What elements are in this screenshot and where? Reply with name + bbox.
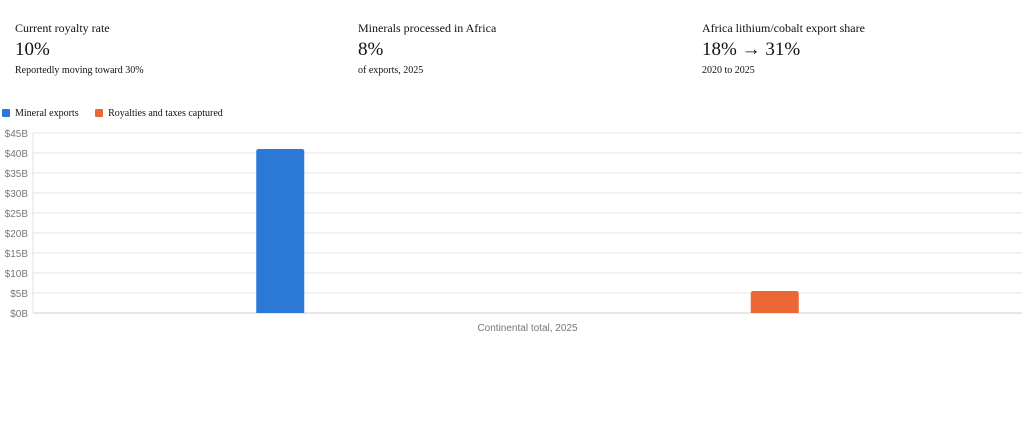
legend-swatch — [95, 109, 104, 117]
y-tick-label: $0B — [10, 309, 28, 320]
chart-legend: Mineral exports Royalties and taxes capt… — [2, 106, 237, 122]
bar-chart: $0B $5B $10B $15B $20B $25B $30B $35B $40B $45B Co… — [5, 129, 1022, 334]
y-tick-label: $45B — [5, 129, 29, 140]
stat-value: 8% — [358, 39, 384, 60]
bar-mineral-exports — [256, 149, 305, 313]
stat-label: Minerals processed in Africa — [358, 21, 497, 35]
y-tick-label: $40B — [5, 149, 29, 160]
legend-item-mineral-exports[interactable]: Mineral exports — [2, 106, 79, 122]
legend-label: Mineral exports — [15, 108, 79, 119]
legend-item-royalties[interactable]: Royalties and taxes captured — [95, 106, 223, 122]
stat-export-share: Africa lithium/cobalt export share 18% →… — [702, 20, 1024, 78]
y-tick-label: $10B — [5, 269, 29, 280]
stat-processed-in-africa: Minerals processed in Africa 8% of expor… — [358, 20, 688, 78]
bar-royalties-and-taxes-captured — [750, 291, 799, 313]
y-tick-label: $25B — [5, 209, 29, 220]
stat-label: Current royalty rate — [15, 21, 110, 35]
x-tick-label: Continental total, 2025 — [477, 323, 578, 334]
stat-subtext: of exports, 2025 — [358, 65, 424, 76]
legend-label: Royalties and taxes captured — [108, 108, 223, 119]
y-tick-label: $30B — [5, 189, 29, 200]
stat-royalty-rate: Current royalty rate 10% Reportedly movi… — [15, 20, 345, 78]
stats-row: Current royalty rate 10% Reportedly movi… — [0, 20, 1024, 80]
stat-value: 10% — [15, 39, 50, 60]
legend-swatch — [2, 109, 10, 117]
y-tick-label: $5B — [10, 289, 28, 300]
y-tick-label: $35B — [5, 169, 29, 180]
y-tick-label: $20B — [5, 229, 29, 240]
stat-label: Africa lithium/cobalt export share — [702, 21, 865, 35]
stat-subtext: 2020 to 2025 — [702, 65, 755, 76]
y-tick-label: $15B — [5, 249, 29, 260]
stat-value: 18% → 31% — [702, 39, 801, 60]
stat-subtext: Reportedly moving toward 30% — [15, 65, 144, 76]
